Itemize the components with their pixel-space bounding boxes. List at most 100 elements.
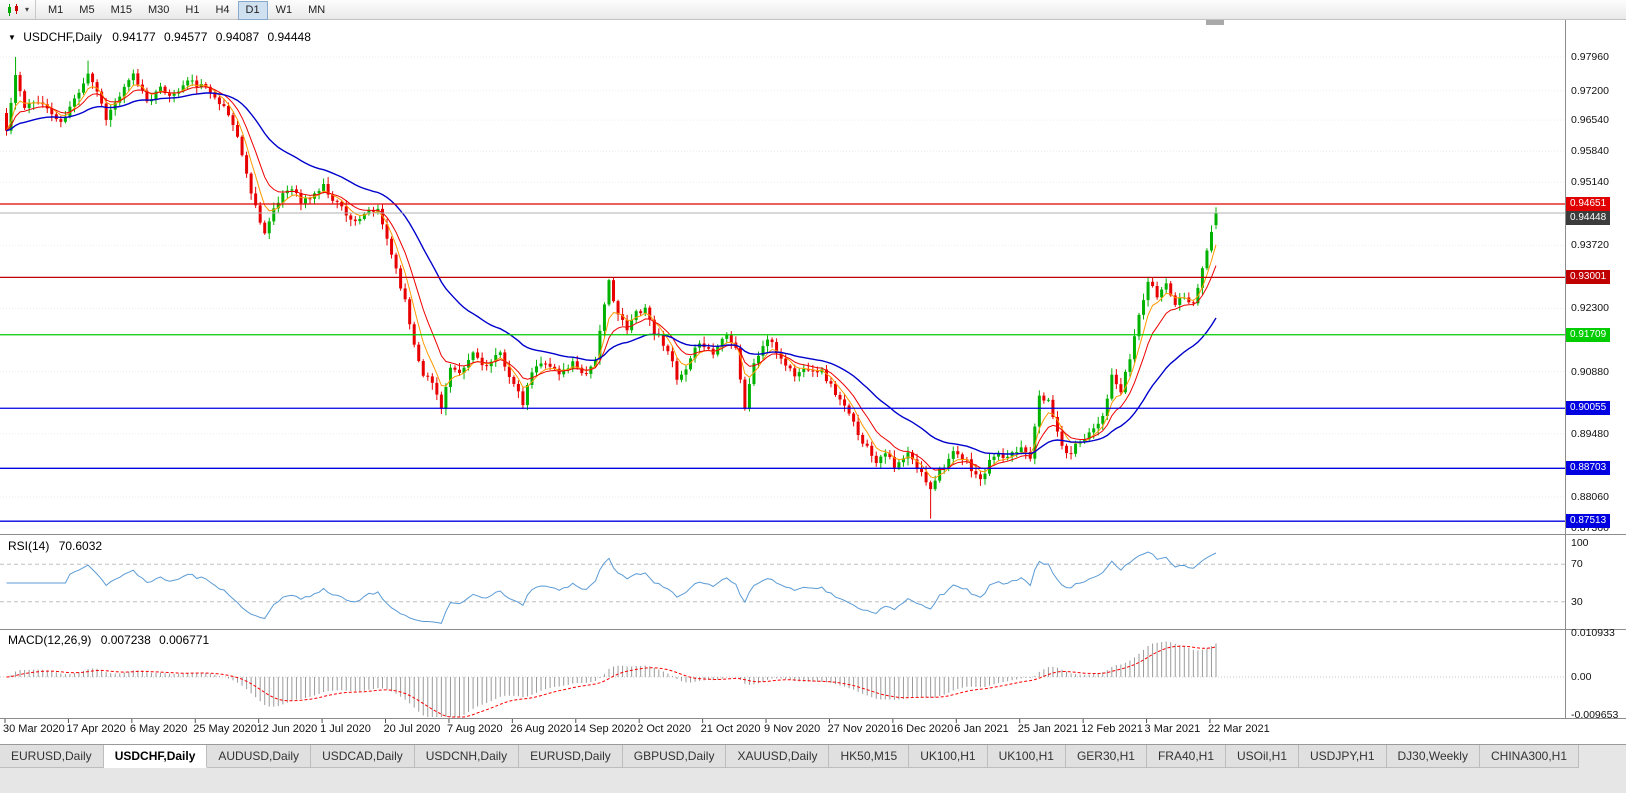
candle-body <box>761 346 765 356</box>
candle-body <box>358 218 362 222</box>
candle-body <box>1151 281 1155 286</box>
candle-body <box>353 219 357 222</box>
candle-body <box>453 367 457 370</box>
candle-body <box>1033 426 1037 459</box>
timeframe-button-w1[interactable]: W1 <box>275 3 293 16</box>
date-axis-label: 7 Aug 2020 <box>446 723 503 735</box>
candle-body <box>267 221 271 234</box>
candle-body <box>829 381 833 384</box>
price-axis-label: 0.89480 <box>1571 427 1609 440</box>
candle-body <box>181 85 185 92</box>
candle-body <box>421 360 425 376</box>
candle-body <box>729 334 733 343</box>
candle-body <box>535 366 539 373</box>
date-axis-label: 3 Mar 2021 <box>1144 723 1201 735</box>
chart-tab-10[interactable]: UK100,H1 <box>987 745 1066 768</box>
candle-body <box>131 73 135 81</box>
chart-tab-0[interactable]: EURUSD,Daily <box>0 745 104 768</box>
candle-body <box>784 358 788 366</box>
candle-body <box>168 93 172 96</box>
candle-body <box>679 374 683 380</box>
candle-body <box>303 198 307 204</box>
chart-tab-4[interactable]: USDCNH,Daily <box>414 745 520 768</box>
candle-body <box>992 456 996 460</box>
candle-body <box>775 342 779 354</box>
chart-tab-11[interactable]: GER30,H1 <box>1065 745 1147 768</box>
window-collapse-icon[interactable]: ▼ <box>8 33 16 42</box>
candle-body <box>1069 453 1073 455</box>
candle-body <box>969 459 973 472</box>
candle-body <box>720 338 724 347</box>
timeframe-button-m30[interactable]: M30 <box>147 3 170 16</box>
candle-body <box>403 288 407 300</box>
candle-body <box>861 434 865 444</box>
candle-body <box>598 330 602 360</box>
timeframe-button-h1[interactable]: H1 <box>185 3 200 16</box>
candle-body <box>326 184 330 195</box>
chart-tab-14[interactable]: USDJPY,H1 <box>1299 745 1387 768</box>
chart-scrollbar-thumb[interactable] <box>1206 20 1224 25</box>
chart-tab-15[interactable]: DJ30,Weekly <box>1386 745 1480 768</box>
hline-price-label[interactable]: 0.88703 <box>1566 461 1611 476</box>
timeframe-button-h4[interactable]: H4 <box>215 3 230 16</box>
candle-body <box>86 73 90 84</box>
date-axis-label: 9 Nov 2020 <box>764 723 821 735</box>
hline-price-label[interactable]: 0.94651 <box>1566 197 1611 212</box>
date-axis-label: 21 Oct 2020 <box>700 723 761 735</box>
candle-body <box>892 457 896 468</box>
timeframe-button-m1[interactable]: M1 <box>48 3 64 16</box>
candle-body <box>367 209 371 214</box>
candle-body <box>118 96 122 103</box>
chart-tab-16[interactable]: CHINA300,H1 <box>1479 745 1580 768</box>
candle-body <box>462 367 466 373</box>
chart-tab-13[interactable]: USOil,H1 <box>1226 745 1300 768</box>
hline-price-label[interactable]: 0.91709 <box>1566 327 1611 342</box>
candle-body <box>924 472 928 483</box>
candle-body <box>95 82 99 92</box>
candle-body <box>1119 384 1123 393</box>
candle-body <box>109 109 113 120</box>
chart-tab-9[interactable]: UK100,H1 <box>909 745 988 768</box>
candle-body <box>1187 297 1191 303</box>
chart-tab-3[interactable]: USDCAD,Daily <box>311 745 415 768</box>
macd-signal-line <box>6 645 1217 718</box>
candle-body <box>72 98 76 107</box>
candle-body <box>1110 374 1114 399</box>
candle-body <box>1055 417 1059 432</box>
chart-tab-5[interactable]: EURUSD,Daily <box>519 745 623 768</box>
hline-price-label[interactable]: 0.87513 <box>1566 514 1611 529</box>
chart-tab-6[interactable]: GBPUSD,Daily <box>622 745 727 768</box>
chart-scrollbar[interactable] <box>0 20 1565 26</box>
timeframe-button-mn[interactable]: MN <box>308 3 326 16</box>
candle-body <box>163 86 167 94</box>
candle-body <box>530 372 534 385</box>
hline-price-label[interactable]: 0.93001 <box>1566 270 1611 285</box>
timeframe-button-m15[interactable]: M15 <box>110 3 132 16</box>
candle-body <box>335 200 339 202</box>
candle-body <box>852 413 856 422</box>
candle-body <box>915 459 919 469</box>
timeframe-button-d1[interactable]: D1 <box>237 0 268 20</box>
chart-tab-12[interactable]: FRA40,H1 <box>1146 745 1226 768</box>
chart-tab-2[interactable]: AUDUSD,Daily <box>207 745 312 768</box>
price-axis-label: 0.88060 <box>1571 490 1609 503</box>
date-axis-label: 22 Mar 2021 <box>1207 723 1270 735</box>
candle-body <box>430 376 434 383</box>
chart-tab-8[interactable]: HK50,M15 <box>829 745 910 768</box>
rsi-axis-label: 70 <box>1571 558 1583 571</box>
candle-body <box>439 394 443 409</box>
candle-body <box>1006 456 1010 458</box>
rsi-axis-label: 100 <box>1571 537 1589 549</box>
candle-body <box>322 184 326 192</box>
candle-body <box>213 92 217 98</box>
chart-type-button[interactable]: ▾ <box>0 0 37 19</box>
candle-body <box>507 366 511 377</box>
chart-tab-1[interactable]: USDCHF,Daily <box>103 745 208 768</box>
timeframe-button-m5[interactable]: M5 <box>79 3 95 16</box>
chart-tab-7[interactable]: XAUUSD,Daily <box>726 745 830 768</box>
candle-body <box>978 474 982 480</box>
hline-price-label[interactable]: 0.90055 <box>1566 401 1611 416</box>
rsi-line <box>6 551 1217 624</box>
candle-body <box>1096 423 1100 429</box>
